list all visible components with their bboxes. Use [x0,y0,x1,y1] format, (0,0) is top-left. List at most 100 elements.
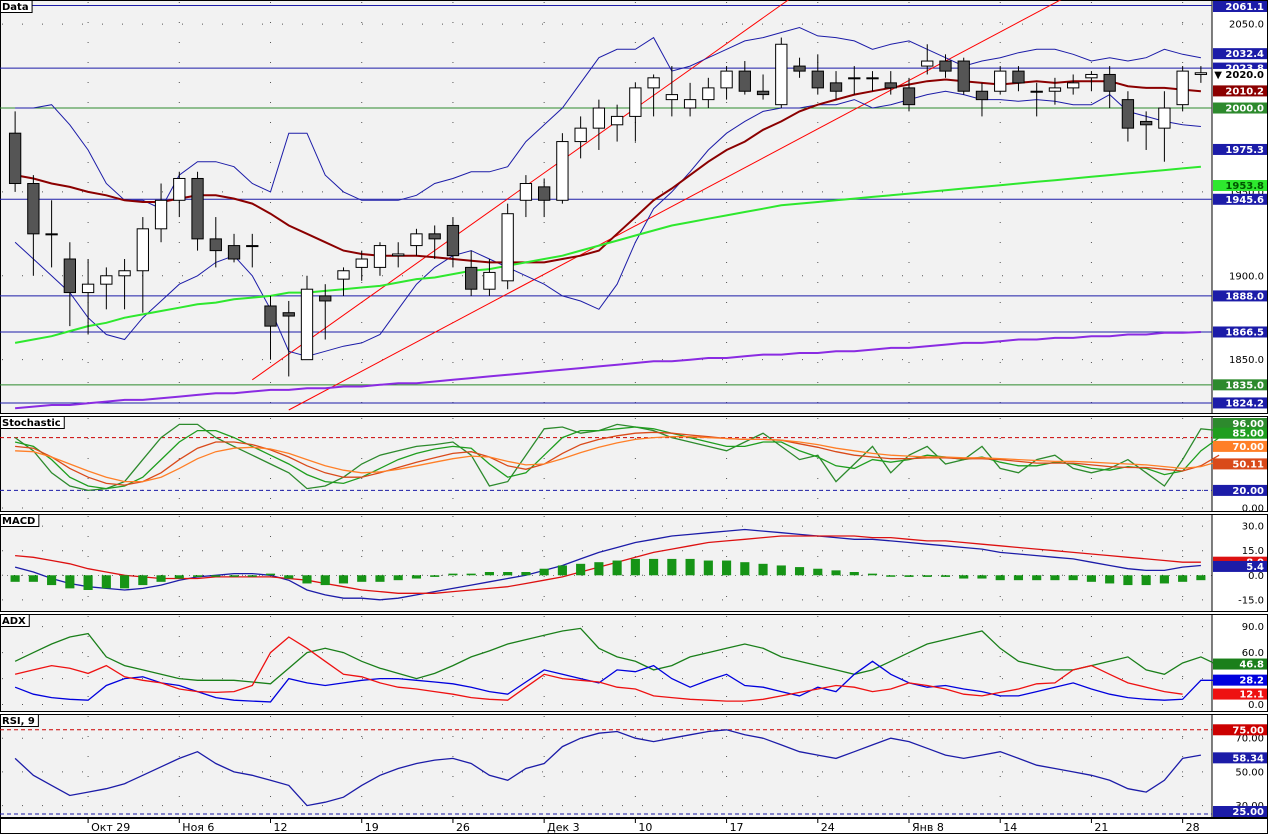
value-badge [1213,143,1267,155]
value-badge [1213,674,1267,686]
candle-body [939,60,952,72]
histogram-bar [703,560,713,576]
pane-plot-area [0,614,1213,712]
value-badge-label: 85.00 [1232,429,1264,440]
y-tick-label: 0.00 [1242,504,1264,515]
candle-body [337,270,350,280]
candle-body [319,295,332,302]
value-badge [1213,752,1267,764]
histogram-bar [10,575,20,582]
x-tick-label: Окт 29 [91,821,130,834]
candle-body [1012,70,1025,84]
pane-title: Stochastic [2,418,61,429]
candle-body [848,77,861,80]
histogram-bar [557,565,567,576]
y-tick-label: -15.0 [1238,595,1264,606]
y-tick-label: 15.0 [1242,546,1264,557]
x-tick-label: 10 [638,821,652,834]
candle-body [1139,120,1153,126]
histogram-bar [411,575,422,579]
histogram-bar [977,575,987,579]
pane-title-box [0,514,40,527]
value-badge-label: 1945.6 [1225,195,1264,206]
value-badge-label: 20.00 [1232,486,1264,497]
x-tick-label: 19 [365,821,379,834]
value-badge-label: 1824.2 [1225,398,1264,409]
value-badge [1213,68,1267,80]
histogram-bar [649,558,659,576]
x-tick-label: Янв 8 [912,821,944,834]
value-badge [1213,62,1267,74]
candle-body [209,238,222,252]
histogram-bar [904,575,914,577]
histogram-bar [1032,575,1042,581]
histogram-bar [612,560,622,576]
histogram-bar [1141,575,1151,586]
y-tick-label: 0.0 [1248,571,1264,582]
histogram-bar [284,575,294,579]
pane-title-box [0,614,30,627]
candle-body [63,258,77,294]
candle-body [793,65,806,72]
candle-body [483,271,496,290]
series-line [14,729,1202,807]
x-tick-label: 12 [274,821,288,834]
histogram-bar [101,575,111,589]
candle-body [191,177,204,240]
candle-body [1176,70,1189,106]
pane-title-box [0,416,65,429]
candle-body [45,233,58,236]
pane-plot-area [0,0,1213,414]
candle-body [629,87,642,117]
y-tick-label: 70.00 [1235,734,1264,745]
histogram-bar [740,562,750,576]
value-badge-label: 5.4 [1246,562,1264,573]
value-badge-label: 25.00 [1232,807,1264,818]
value-badge-label: 58.34 [1232,753,1264,764]
y-tick-label: 90.0 [1242,622,1264,633]
value-badge [1213,193,1267,205]
value-badge [1213,85,1267,97]
histogram-bar [247,575,257,577]
histogram-bar [867,573,878,576]
candle-body [647,77,660,89]
series-line [14,423,1220,492]
histogram-bar [192,575,203,577]
value-badge [1213,180,1267,192]
candle-body [610,115,624,126]
pane-stochastic: 0.0020.0096.0085.0070.0050.1120.00Stocha… [0,416,1268,515]
candle-body [902,87,916,106]
value-badge-label: 1888.0 [1225,291,1264,302]
y-tick-label: 60.0 [1242,648,1264,659]
candle-body [1121,99,1135,129]
x-axis: Окт 29 Ноя 6 12 19 26 Дек 3 10 17 24 Янв 8 14 21 28 [0,818,1268,834]
value-badge-label: 50.11 [1232,459,1264,470]
histogram-bar [959,575,969,579]
histogram-bar [65,575,75,589]
histogram-bar [156,575,166,582]
pane-title: MACD [2,516,35,527]
value-badge [1213,658,1267,670]
value-badge-label: 1953.8 [1225,181,1264,192]
candle-body [775,43,788,106]
series-line [14,627,1238,685]
value-badge-label: 12.1 [1239,690,1264,701]
value-badge-label: 75.00 [1232,725,1264,736]
overlay-line [15,26,1201,210]
histogram-bar [1159,575,1169,584]
histogram-bar [430,575,440,577]
histogram-bar [28,575,38,582]
candle-body [81,283,95,294]
value-badge [1213,724,1267,736]
pane-plot-area [0,514,1213,612]
candle-body [136,228,149,272]
histogram-bar [503,572,513,576]
value-badge [1213,418,1267,430]
histogram-bar [922,575,932,577]
candle-body [100,275,113,285]
histogram-bar [886,575,896,577]
series-line [15,431,1220,486]
histogram-bar [758,563,768,576]
value-badge [1213,379,1267,391]
histogram-bar [466,573,476,576]
